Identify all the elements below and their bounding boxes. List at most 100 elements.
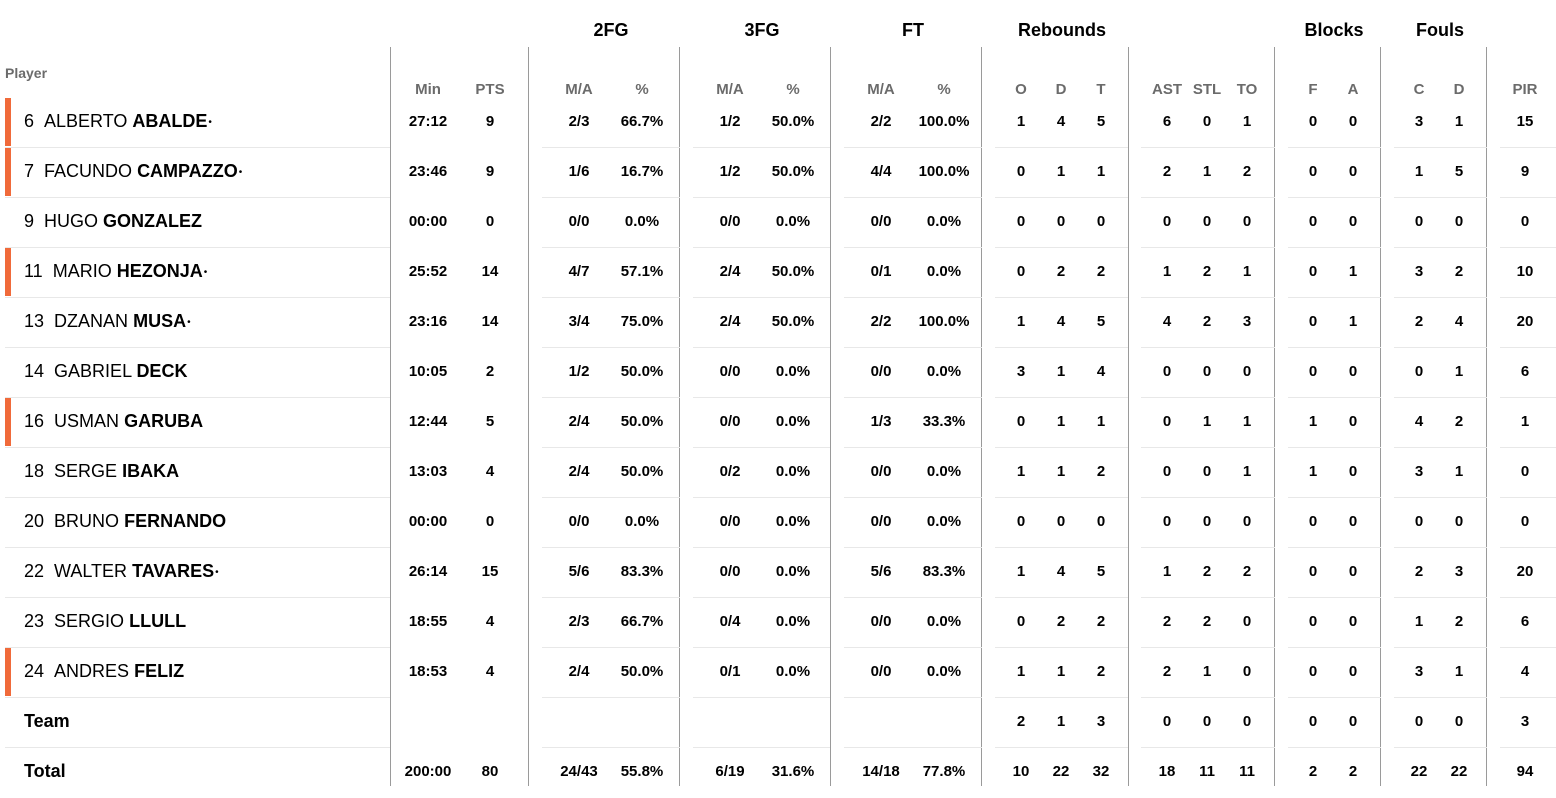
stat-cell: 0/0 [870,463,892,480]
stat-cell: 3 [1242,313,1252,330]
stat-cell: 1/2 [719,163,741,180]
player-name[interactable]: 14 GABRIEL DECK [24,361,187,382]
player-row[interactable]: 6 ALBERTO ABALDE• 27:12 9 2/3 66.7% 1/2 50.0% 2… [0,98,1556,148]
column-header[interactable]: O [1015,81,1027,98]
player-name[interactable]: 7 FACUNDO CAMPAZZO• [24,161,242,182]
stat-cell: 2 [1096,463,1106,480]
column-header[interactable]: M/A [716,81,744,98]
stat-cell: 2 [1242,563,1252,580]
player-last-name: GARUBA [124,411,204,431]
column-header[interactable]: T [1096,81,1106,98]
stat-cell: 0 [1520,213,1530,230]
player-row[interactable]: 16 USMAN GARUBA 12:44 5 2/4 50.0% 0/0 0.0% 1/3 3… [0,398,1556,448]
column-header[interactable]: M/A [565,81,593,98]
row-separator [693,297,830,298]
stat-cell: 4 [1454,313,1464,330]
player-row[interactable]: 24 ANDRES FELIZ 18:53 4 2/4 50.0% 0/1 0.0% 0/0 0… [0,648,1556,698]
player-name[interactable]: 18 SERGE IBAKA [24,461,179,482]
column-header[interactable]: % [786,81,800,98]
starter-indicator [5,398,11,446]
player-row[interactable]: 14 GABRIEL DECK 10:05 2 1/2 50.0% 0/0 0.0% 0/0 0… [0,348,1556,398]
stat-cell: 31.6% [771,763,815,780]
player-row[interactable]: 22 WALTER TAVARES• 26:14 15 5/6 83.3% 0/0 0.0%… [0,548,1556,598]
row-separator [995,597,1128,598]
stat-cell: 1 [1202,163,1212,180]
player-name[interactable]: 24 ANDRES FELIZ [24,661,184,682]
player-name[interactable]: 20 BRUNO FERNANDO [24,511,226,532]
row-separator [1288,647,1381,648]
player-name[interactable]: 9 HUGO GONZALEZ [24,211,202,232]
column-header[interactable]: TO [1236,81,1258,98]
player-name[interactable]: 16 USMAN GARUBA [24,411,203,432]
player-row[interactable]: 20 BRUNO FERNANDO 00:00 0 0/0 0.0% 0/0 0.0% 0/0… [0,498,1556,548]
column-header[interactable]: A [1347,81,1359,98]
stat-cell: 4/4 [870,163,892,180]
group-header-2fg: 2FG [593,20,629,40]
stat-cell: 0 [1242,713,1252,730]
player-name[interactable]: 11 MARIO HEZONJA• [24,261,207,282]
row-separator [844,747,982,748]
column-header[interactable]: Min [415,81,441,98]
column-header[interactable]: STL [1192,81,1222,98]
player-name[interactable]: 23 SERGIO LLULL [24,611,186,632]
player-number: 9 [24,211,35,231]
row-separator [1288,247,1381,248]
column-header[interactable]: % [937,81,951,98]
row-separator [693,547,830,548]
stat-cell: 0.0% [775,363,811,380]
stat-cell: 2 [1414,313,1424,330]
stat-cell: 1 [1056,463,1066,480]
column-header[interactable]: PIR [1512,81,1538,98]
player-first-name: GABRIEL [54,361,132,381]
stat-cell: 20 [1516,563,1534,580]
column-header[interactable]: D [1453,81,1465,98]
row-separator [1500,447,1556,448]
stat-cell: 0.0% [926,613,962,630]
player-first-name: DZANAN [54,311,129,331]
stat-cell: 1 [1202,663,1212,680]
column-header[interactable]: M/A [867,81,895,98]
column-header[interactable]: C [1413,81,1425,98]
player-number: 7 [24,161,35,181]
column-header[interactable]: % [635,81,649,98]
column-header[interactable]: PTS [475,81,505,98]
row-separator [1288,147,1381,148]
player-row[interactable]: 9 HUGO GONZALEZ 00:00 0 0/0 0.0% 0/0 0.0% 0/0 0.… [0,198,1556,248]
row-separator [542,647,680,648]
row-separator [1500,747,1556,748]
column-header[interactable]: F [1308,81,1318,98]
stat-cell: 0 [1414,513,1424,530]
player-row[interactable]: 23 SERGIO LLULL 18:55 4 2/3 66.7% 0/4 0.0% 0/0 0… [0,598,1556,648]
player-row[interactable]: 7 FACUNDO CAMPAZZO• 23:46 9 1/6 16.7% 1/2 50.0… [0,148,1556,198]
player-name[interactable]: 6 ALBERTO ABALDE• [24,111,212,132]
stat-cell: 0.0% [775,663,811,680]
player-name[interactable]: 13 DZANAN MUSA• [24,311,191,332]
stat-cell: 6 [1520,613,1530,630]
player-row[interactable]: 13 DZANAN MUSA• 23:16 14 3/4 75.0% 2/4 50.0% 2/… [0,298,1556,348]
stat-cell: 1/6 [568,163,590,180]
stat-cell: 0/0 [870,663,892,680]
player-number: 18 [24,461,45,481]
stat-cell: 2 [1162,163,1172,180]
stat-cell: 0.0% [775,413,811,430]
stat-cell: 1 [1056,413,1066,430]
row-separator [1394,197,1487,198]
row-separator [5,247,390,248]
player-row[interactable]: 11 MARIO HEZONJA• 25:52 14 4/7 57.1% 2/4 50.0%… [0,248,1556,298]
column-divider [981,47,982,786]
player-first-name: FACUNDO [44,161,133,181]
stat-cell: 0 [1242,213,1252,230]
row-separator [1288,697,1381,698]
player-name[interactable]: 22 WALTER TAVARES• [24,561,219,582]
stat-cell: 16.7% [620,163,664,180]
column-header[interactable]: AST [1152,81,1182,98]
row-separator [1500,397,1556,398]
column-header[interactable]: D [1055,81,1067,98]
row-separator [995,647,1128,648]
row-separator [1141,397,1275,398]
player-row[interactable]: 18 SERGE IBAKA 13:03 4 2/4 50.0% 0/2 0.0% 0/0 0.… [0,448,1556,498]
row-separator [542,247,680,248]
row-separator [844,497,982,498]
row-separator [542,197,680,198]
starter-indicator [5,148,11,196]
